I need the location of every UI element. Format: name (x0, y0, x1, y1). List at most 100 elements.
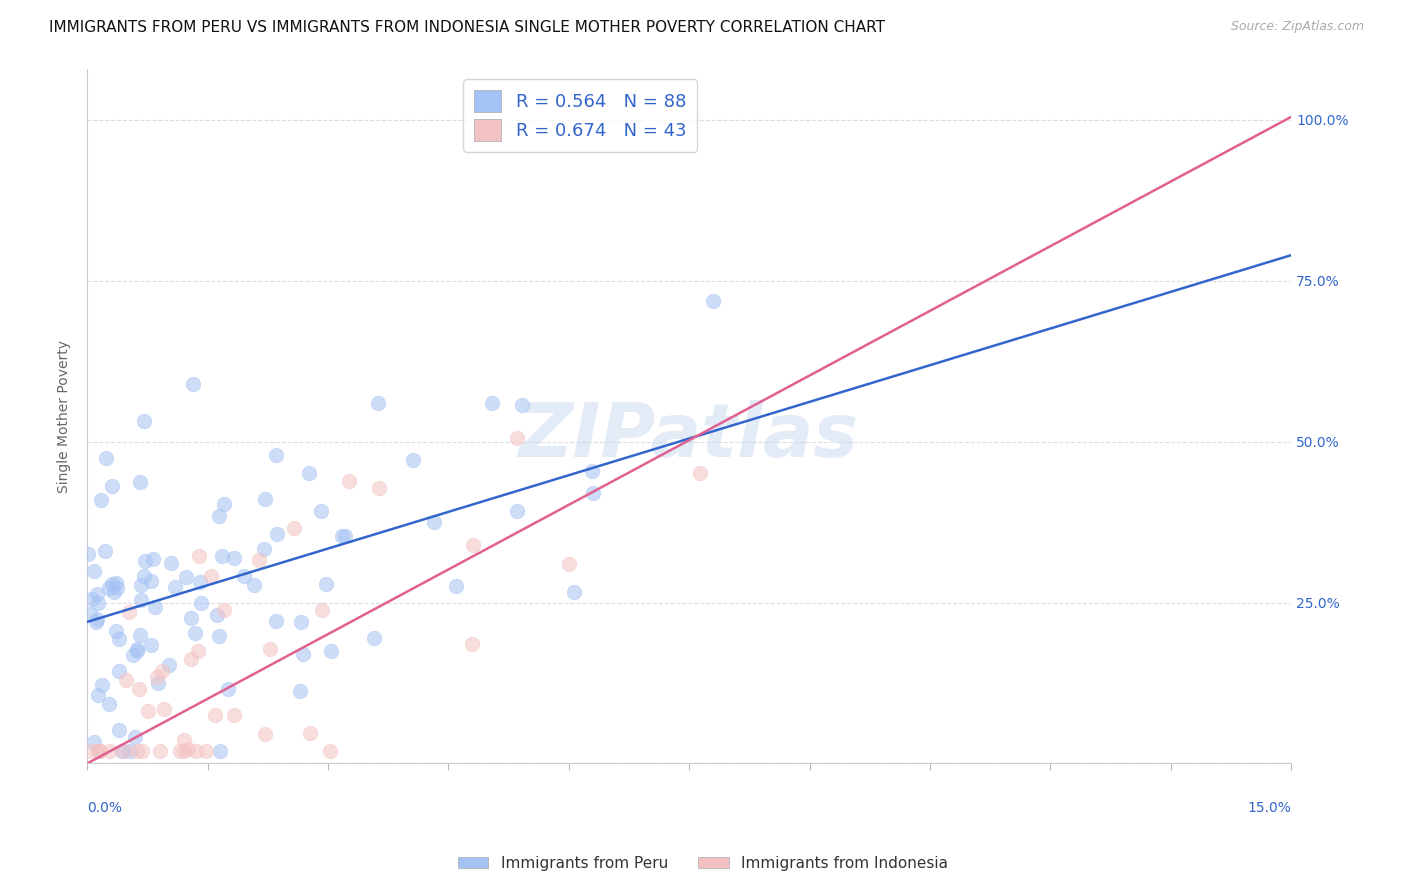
Point (153, 702, 176, 716)
Legend: Immigrants from Peru, Immigrants from Indonesia: Immigrants from Peru, Immigrants from In… (451, 850, 955, 877)
Point (187, 644, 209, 658)
Point (461, 538, 484, 552)
Point (112, 743, 135, 757)
Point (105, 581, 128, 595)
Point (557, 557, 579, 571)
Point (150, 664, 173, 678)
Point (423, 516, 446, 530)
Point (212, 497, 235, 511)
Point (125, 644, 148, 658)
Point (330, 529, 353, 543)
Point (177, 741, 200, 756)
Text: IMMIGRANTS FROM PERU VS IMMIGRANTS FROM INDONESIA SINGLE MOTHER POVERTY CORRELAT: IMMIGRANTS FROM PERU VS IMMIGRANTS FROM … (49, 20, 886, 35)
Point (98, 697, 121, 711)
Point (187, 549, 209, 564)
Point (259, 641, 281, 656)
Point (86, 611, 108, 625)
Point (87, 689, 110, 703)
Point (124, 730, 146, 744)
Point (242, 577, 264, 591)
Point (190, 596, 212, 610)
Point (283, 521, 305, 535)
Point (87, 743, 110, 757)
Point (91, 677, 114, 691)
Text: 0.0%: 0.0% (87, 801, 122, 815)
Point (83, 735, 105, 749)
Point (689, 467, 711, 481)
Point (128, 681, 150, 696)
Point (105, 624, 128, 639)
Point (184, 743, 207, 757)
Point (141, 574, 163, 588)
Point (200, 568, 222, 582)
Point (132, 414, 155, 428)
Point (129, 593, 152, 607)
Point (254, 491, 277, 506)
Point (122, 648, 145, 663)
Point (506, 431, 529, 445)
Point (253, 727, 276, 741)
Point (315, 577, 337, 591)
Point (401, 453, 423, 467)
Point (208, 629, 231, 643)
Point (264, 614, 287, 628)
Point (582, 485, 605, 500)
Point (195, 743, 218, 757)
Point (97, 581, 120, 595)
Point (363, 631, 385, 645)
Point (311, 603, 333, 617)
Text: ZIPatlas: ZIPatlas (519, 401, 859, 474)
Point (253, 541, 276, 556)
Point (100, 479, 122, 493)
Point (290, 684, 312, 698)
Point (319, 743, 342, 757)
Point (127, 743, 149, 757)
Point (149, 743, 172, 757)
Point (136, 705, 159, 719)
Point (105, 576, 128, 591)
Point (169, 743, 191, 757)
Point (86, 587, 108, 601)
Y-axis label: Single Mother Poverty: Single Mother Poverty (58, 340, 72, 492)
Point (82, 591, 104, 606)
Point (298, 726, 321, 740)
Point (211, 549, 233, 563)
Point (174, 570, 197, 584)
Point (120, 743, 142, 757)
Point (173, 743, 195, 757)
Text: Source: ZipAtlas.com: Source: ZipAtlas.com (1230, 20, 1364, 33)
Point (84, 615, 107, 630)
Point (222, 550, 245, 565)
Point (311, 504, 333, 518)
Point (90, 493, 112, 508)
Point (139, 638, 162, 652)
Point (298, 466, 321, 480)
Point (444, 579, 467, 593)
Point (506, 503, 529, 517)
Point (337, 474, 360, 488)
Point (290, 615, 312, 630)
Point (224, 707, 246, 722)
Point (94, 544, 117, 558)
Point (291, 647, 314, 661)
Point (83, 564, 105, 578)
Point (461, 637, 484, 651)
Point (183, 625, 205, 640)
Point (131, 743, 153, 757)
Point (233, 569, 256, 583)
Point (94, 451, 117, 466)
Point (208, 743, 231, 757)
Point (173, 733, 195, 747)
Point (335, 528, 357, 542)
Point (205, 608, 228, 623)
Point (125, 641, 148, 656)
Point (266, 526, 288, 541)
Point (165, 580, 187, 594)
Point (89, 743, 111, 757)
Point (98, 743, 121, 757)
Point (180, 610, 202, 624)
Point (129, 577, 152, 591)
Point (80, 743, 103, 757)
Point (562, 585, 585, 599)
Point (128, 475, 150, 490)
